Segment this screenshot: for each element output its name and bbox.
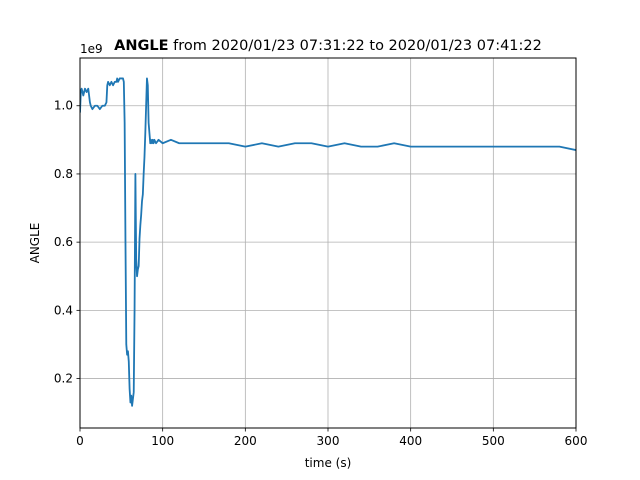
chart-title: ANGLE from 2020/01/23 07:31:22 to 2020/0… xyxy=(114,38,542,54)
x-tick-label: 300 xyxy=(317,434,340,448)
y-axis-label: ANGLE xyxy=(28,223,42,264)
x-tick-label: 600 xyxy=(565,434,588,448)
x-axis-label: time (s) xyxy=(305,456,352,470)
series-line-0 xyxy=(80,77,576,407)
y-axis: 0.2 0.4 0.6 0.8 1.0 xyxy=(54,99,80,386)
x-axis: 0 100 200 300 400 500 600 xyxy=(76,428,587,448)
y-tick-label: 0.4 xyxy=(54,303,73,317)
chart-title-rest: from 2020/01/23 07:31:22 to 2020/01/23 0… xyxy=(169,38,542,54)
chart-title-bold: ANGLE xyxy=(114,38,168,54)
y-offset-text: 1e9 xyxy=(80,42,103,56)
x-tick-label: 400 xyxy=(399,434,422,448)
y-tick-label: 0.8 xyxy=(54,167,73,181)
plot-area xyxy=(80,77,576,407)
x-tick-label: 500 xyxy=(482,434,505,448)
y-tick-label: 1.0 xyxy=(54,99,73,113)
y-tick-label: 0.6 xyxy=(54,235,73,249)
x-tick-label: 100 xyxy=(151,434,174,448)
x-tick-label: 200 xyxy=(234,434,257,448)
y-tick-label: 0.2 xyxy=(54,372,73,386)
x-tick-label: 0 xyxy=(76,434,84,448)
grid xyxy=(79,58,577,428)
